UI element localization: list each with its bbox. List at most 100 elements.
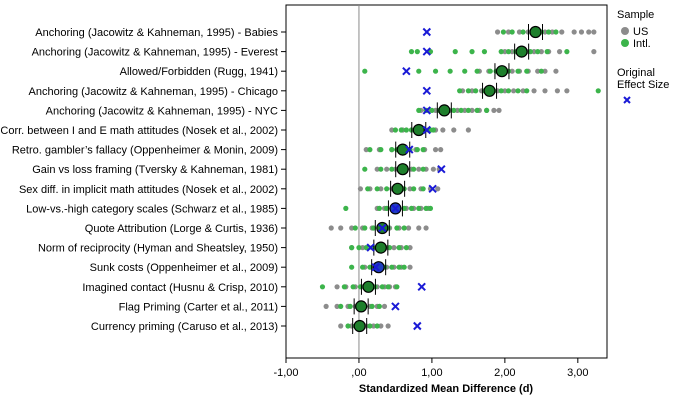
effect-row: [328, 220, 429, 236]
intl-sample-point: [319, 284, 326, 290]
intl-sample-point: [420, 147, 426, 153]
us-sample-point: [496, 107, 502, 113]
intl-sample-point: [465, 107, 471, 113]
original-effect-marker: [422, 86, 432, 96]
data-points: [319, 24, 601, 334]
legend-original-marker: [623, 96, 631, 104]
us-sample-point: [578, 29, 585, 35]
intl-sample-point: [401, 264, 407, 270]
intl-sample-point: [515, 68, 521, 74]
effect-row: [343, 200, 434, 217]
x-axis-title: Standardized Mean Difference (d): [359, 383, 534, 395]
us-sample-point: [328, 225, 334, 231]
intl-sample-point: [396, 245, 402, 251]
effect-label: Quote Attribution (Lorge & Curtis, 1936): [85, 223, 278, 235]
us-sample-point: [531, 49, 537, 55]
legend-sample-title: Sample: [617, 9, 654, 21]
intl-sample-point: [420, 186, 426, 192]
mean-effect-marker: [396, 163, 409, 176]
x-axis: -1,00 ,00 1,00 2,00 3,00: [273, 358, 589, 379]
us-sample-point: [520, 88, 526, 94]
effect-label: Gain vs loss framing (Tversky & Kahneman…: [32, 164, 278, 176]
intl-sample-point: [447, 68, 453, 74]
intl-sample-point: [389, 264, 395, 270]
effect-row: [389, 122, 471, 138]
effect-row: [408, 43, 597, 60]
us-sample-point: [502, 88, 508, 94]
mean-effect-marker: [372, 261, 385, 274]
original-effect-marker: [422, 27, 432, 37]
us-sample-point: [465, 127, 471, 133]
intl-sample-point: [352, 225, 358, 231]
legend-original-title-line1: Original: [617, 67, 655, 79]
intl-sample-point: [392, 127, 399, 133]
legend-original-title-line2: Effect Size: [617, 79, 669, 91]
effect-label: Sunk costs (Oppenheimer et al., 2009): [90, 262, 278, 274]
intl-sample-point: [564, 49, 570, 55]
intl-sample-point: [474, 68, 480, 74]
effect-row: [349, 259, 413, 276]
intl-sample-point: [378, 166, 384, 172]
intl-sample-point: [462, 68, 468, 74]
us-sample-point: [381, 303, 388, 309]
intl-sample-point: [338, 303, 344, 309]
intl-sample-point: [505, 88, 512, 94]
us-sample-point: [559, 29, 565, 35]
intl-sample-point: [367, 147, 373, 153]
original-effect-marker: [391, 204, 400, 213]
original-effect-marker: [422, 47, 432, 56]
effect-label: Norm of reciprocity (Hyman and Sheatsley…: [38, 243, 278, 255]
effect-label: Anchoring (Jacowitz & Kahneman, 1995) - …: [29, 86, 278, 98]
us-sample-point: [334, 284, 340, 290]
us-sample-point: [407, 186, 413, 192]
effect-label: Allowed/Forbidden (Rugg, 1941): [120, 66, 278, 78]
original-effect-marker: [437, 164, 446, 174]
original-effect-marker: [422, 125, 432, 135]
us-sample-point: [571, 29, 577, 35]
us-sample-point: [363, 147, 369, 153]
us-sample-point: [391, 245, 397, 251]
intl-sample-point: [432, 68, 439, 74]
intl-sample-point: [416, 107, 422, 113]
effect-row: [422, 82, 601, 99]
us-sample-point: [370, 323, 377, 329]
intl-sample-point: [487, 68, 493, 74]
us-sample-point: [556, 49, 563, 55]
intl-sample-point: [408, 49, 415, 55]
intl-sample-point: [451, 107, 457, 113]
intl-sample-point: [345, 323, 351, 329]
us-sample-point: [591, 49, 597, 55]
legend-us-label: US: [633, 26, 648, 38]
intl-sample-point: [469, 49, 475, 55]
us-sample-point: [553, 68, 559, 74]
us-sample-point: [435, 186, 441, 192]
us-sample-point: [491, 107, 497, 113]
intl-sample-point: [520, 29, 526, 35]
intl-sample-point: [363, 245, 369, 251]
x-tick-label: ,00: [351, 367, 366, 379]
intl-sample-point: [414, 49, 420, 55]
original-effect-marker: [413, 321, 422, 331]
original-effect-marker: [422, 106, 432, 115]
us-sample-point: [407, 264, 413, 270]
original-effect-marker: [417, 282, 426, 292]
intl-sample-point: [365, 186, 371, 192]
us-sample-point: [374, 166, 380, 172]
us-sample-point: [338, 323, 344, 329]
original-effect-marker: [378, 223, 387, 233]
us-sample-point: [407, 245, 413, 251]
us-sample-point: [502, 49, 508, 55]
intl-sample-point: [376, 303, 382, 309]
intl-sample-point: [457, 88, 463, 94]
intl-sample-point: [349, 264, 355, 270]
plot-frame: [285, 4, 608, 359]
us-sample-point: [509, 49, 515, 55]
intl-sample-point: [465, 88, 471, 94]
us-sample-point: [509, 68, 515, 74]
legend-intl-label: Intl.: [633, 38, 651, 50]
intl-sample-point: [349, 245, 355, 251]
us-sample-point: [384, 166, 390, 172]
us-sample-point: [505, 29, 512, 35]
original-effect-marker: [371, 262, 380, 272]
intl-sample-point: [430, 127, 436, 133]
